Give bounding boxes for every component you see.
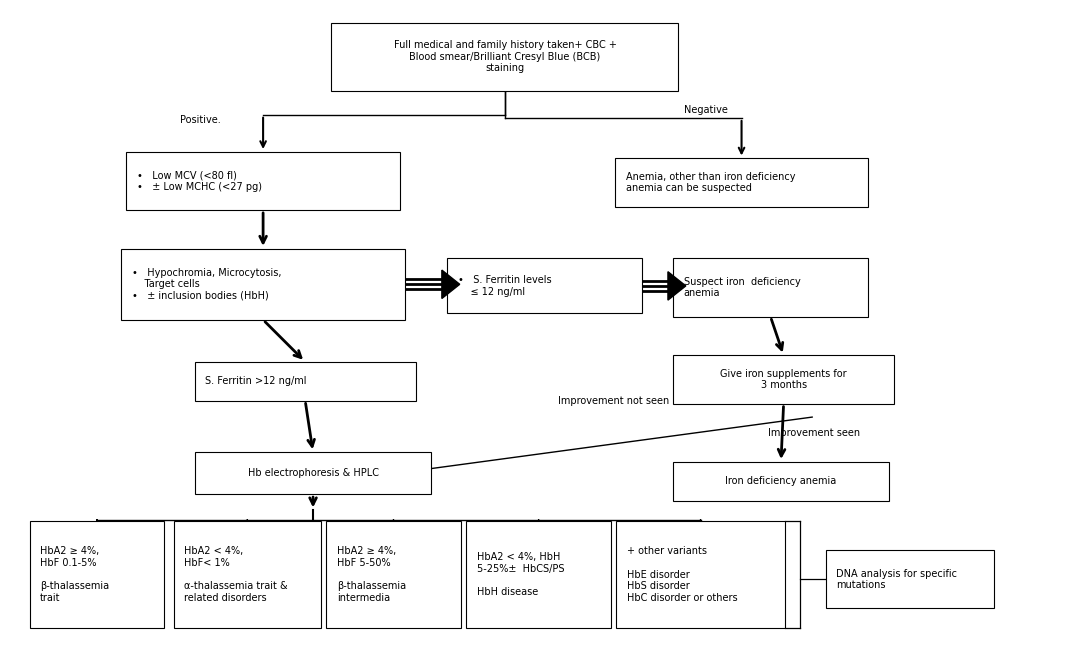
Text: Hb electrophoresis & HPLC: Hb electrophoresis & HPLC (248, 468, 379, 478)
FancyBboxPatch shape (121, 249, 406, 320)
Text: HbA2 ≥ 4%,
HbF 5-50%

β-thalassemia
intermedia: HbA2 ≥ 4%, HbF 5-50% β-thalassemia inter… (337, 546, 406, 603)
Text: Anemia, other than iron deficiency
anemia can be suspected: Anemia, other than iron deficiency anemi… (626, 172, 795, 193)
FancyBboxPatch shape (30, 521, 164, 628)
Text: •   S. Ferritin levels
    ≤ 12 ng/ml: • S. Ferritin levels ≤ 12 ng/ml (457, 275, 552, 297)
Text: + other variants

HbE disorder
HbS disorder
HbC disorder or others: + other variants HbE disorder HbS disord… (627, 546, 737, 603)
FancyBboxPatch shape (673, 355, 894, 404)
Text: Suspect iron  deficiency
anemia: Suspect iron deficiency anemia (684, 277, 800, 299)
Text: •   Hypochromia, Microcytosis,
    Target cells
•   ± inclusion bodies (HbH): • Hypochromia, Microcytosis, Target cell… (132, 268, 281, 301)
FancyBboxPatch shape (616, 521, 784, 628)
FancyBboxPatch shape (447, 258, 642, 313)
Text: HbA2 ≥ 4%,
HbF 0.1-5%

β-thalassemia
trait: HbA2 ≥ 4%, HbF 0.1-5% β-thalassemia trai… (40, 546, 109, 603)
FancyBboxPatch shape (194, 362, 415, 401)
FancyBboxPatch shape (466, 521, 612, 628)
Polygon shape (442, 270, 459, 299)
Text: DNA analysis for specific
mutations: DNA analysis for specific mutations (836, 569, 957, 590)
FancyBboxPatch shape (127, 152, 400, 210)
FancyBboxPatch shape (174, 521, 321, 628)
FancyBboxPatch shape (673, 462, 888, 501)
Text: S. Ferritin >12 ng/ml: S. Ferritin >12 ng/ml (205, 376, 307, 386)
FancyBboxPatch shape (326, 521, 460, 628)
Text: Positive.: Positive. (180, 115, 221, 125)
Text: •   Low MCV (<80 fl)
•   ± Low MCHC (<27 pg): • Low MCV (<80 fl) • ± Low MCHC (<27 pg) (137, 170, 262, 192)
FancyBboxPatch shape (194, 452, 431, 494)
Polygon shape (667, 272, 686, 300)
Text: Improvement not seen: Improvement not seen (558, 395, 668, 405)
Text: Give iron supplements for
3 months: Give iron supplements for 3 months (720, 369, 847, 390)
Text: Iron deficiency anemia: Iron deficiency anemia (725, 476, 837, 486)
FancyBboxPatch shape (332, 22, 678, 90)
FancyBboxPatch shape (616, 158, 868, 207)
Text: HbA2 < 4%,
HbF< 1%

α-thalassemia trait &
related disorders: HbA2 < 4%, HbF< 1% α-thalassemia trait &… (185, 546, 288, 603)
Text: Negative: Negative (684, 105, 727, 115)
FancyBboxPatch shape (673, 258, 868, 316)
Text: Full medical and family history taken+ CBC +
Blood smear/Brilliant Cresyl Blue (: Full medical and family history taken+ C… (394, 40, 616, 73)
Text: Improvement seen: Improvement seen (768, 428, 859, 438)
FancyBboxPatch shape (826, 550, 994, 608)
Text: HbA2 < 4%, HbH
5-25%±  HbCS/PS

HbH disease: HbA2 < 4%, HbH 5-25%± HbCS/PS HbH diseas… (476, 552, 564, 597)
